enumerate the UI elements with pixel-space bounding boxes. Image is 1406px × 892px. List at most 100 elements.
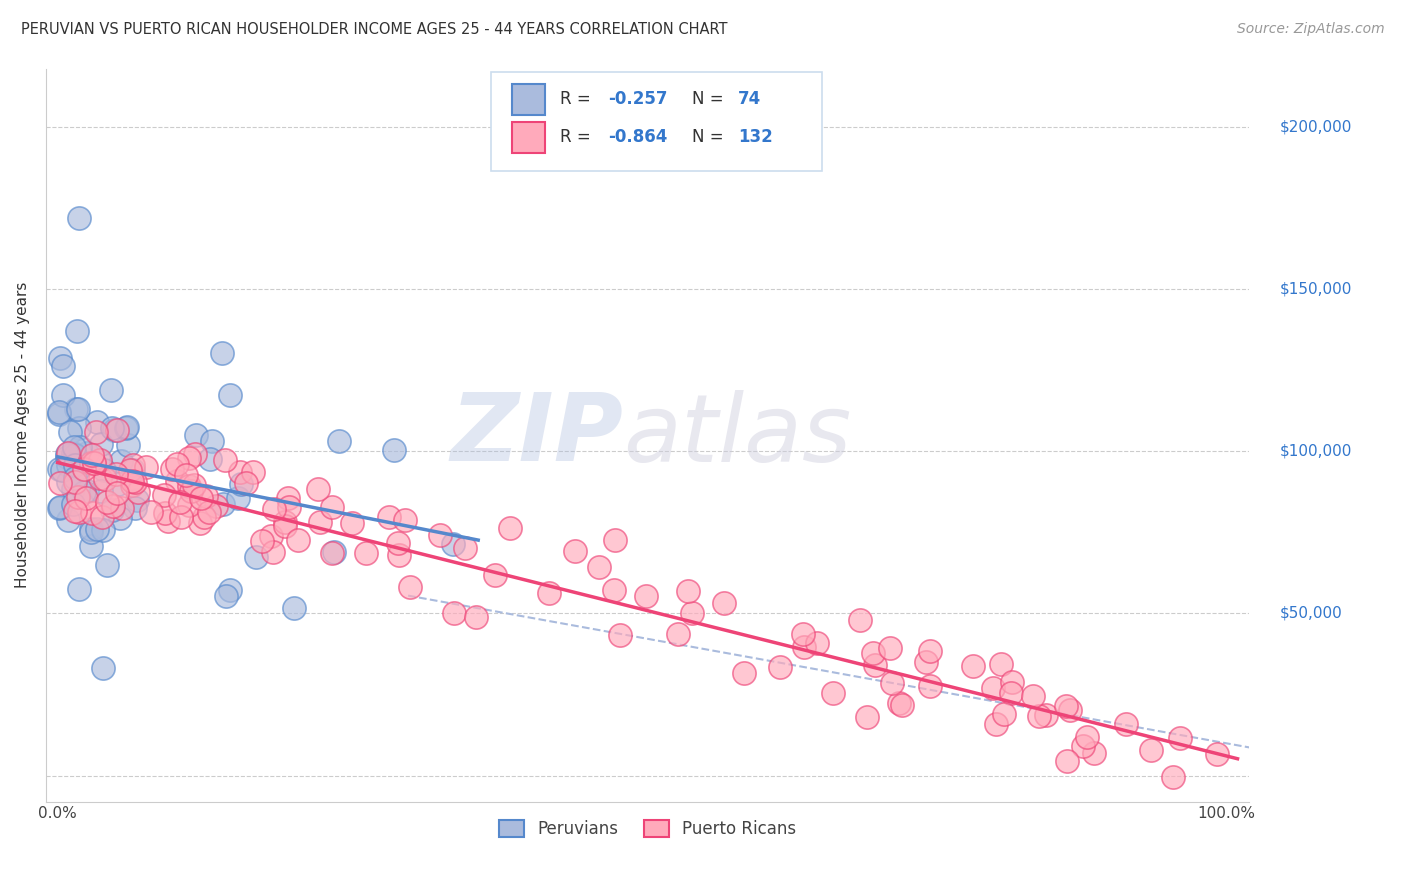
- Point: [328, 434, 350, 448]
- Point: [73, 485, 96, 500]
- Point: [1140, 742, 1163, 756]
- Point: [114, 420, 136, 434]
- Point: [79, 524, 101, 539]
- Point: [382, 443, 405, 458]
- Point: [1001, 674, 1024, 689]
- Point: [48, 461, 70, 475]
- Point: [76, 484, 98, 499]
- Point: [56, 458, 79, 472]
- Point: [121, 478, 143, 492]
- Point: [863, 658, 886, 673]
- Point: [96, 494, 118, 508]
- Point: [56, 446, 79, 460]
- Point: [1035, 707, 1057, 722]
- FancyBboxPatch shape: [491, 72, 823, 171]
- Point: [83, 456, 105, 470]
- Point: [1021, 689, 1043, 703]
- Point: [80, 540, 103, 554]
- Point: [90, 436, 112, 450]
- FancyBboxPatch shape: [512, 84, 546, 115]
- Point: [260, 529, 283, 543]
- Point: [91, 510, 114, 524]
- Point: [117, 438, 139, 452]
- Point: [52, 359, 75, 373]
- Point: [855, 710, 877, 724]
- Point: [67, 420, 90, 434]
- Point: [135, 460, 157, 475]
- Point: [962, 659, 984, 673]
- Point: [110, 454, 132, 468]
- Point: [984, 717, 1007, 731]
- Point: [235, 475, 257, 490]
- Point: [245, 550, 267, 565]
- Point: [399, 580, 422, 594]
- Point: [981, 681, 1004, 696]
- Point: [499, 521, 522, 535]
- Point: [862, 646, 884, 660]
- Point: [76, 446, 98, 460]
- Point: [166, 457, 188, 471]
- Point: [91, 523, 114, 537]
- Text: $100,000: $100,000: [1279, 443, 1351, 458]
- Point: [394, 513, 416, 527]
- Point: [193, 509, 215, 524]
- Point: [63, 471, 86, 485]
- Point: [464, 609, 486, 624]
- FancyBboxPatch shape: [512, 122, 546, 153]
- Point: [127, 485, 149, 500]
- Point: [676, 583, 699, 598]
- Text: N =: N =: [692, 128, 728, 146]
- Text: $50,000: $50,000: [1279, 606, 1343, 621]
- Point: [115, 419, 138, 434]
- Point: [713, 596, 735, 610]
- Point: [453, 541, 475, 555]
- Point: [84, 425, 107, 440]
- Point: [1028, 709, 1050, 723]
- Point: [342, 516, 364, 530]
- Point: [242, 465, 264, 479]
- Point: [179, 479, 201, 493]
- Point: [89, 453, 111, 467]
- Point: [231, 477, 253, 491]
- Point: [204, 499, 226, 513]
- Point: [169, 509, 191, 524]
- Point: [56, 475, 79, 489]
- Point: [69, 440, 91, 454]
- Point: [49, 475, 72, 490]
- Point: [124, 475, 146, 489]
- Point: [849, 613, 872, 627]
- Point: [484, 568, 506, 582]
- Point: [49, 500, 72, 514]
- Point: [80, 456, 103, 470]
- Point: [56, 450, 79, 464]
- Text: Source: ZipAtlas.com: Source: ZipAtlas.com: [1237, 22, 1385, 37]
- Point: [101, 502, 124, 516]
- Point: [56, 513, 79, 527]
- Point: [59, 425, 82, 439]
- Text: 74: 74: [738, 90, 761, 108]
- Point: [62, 446, 84, 460]
- Point: [63, 504, 86, 518]
- Point: [62, 497, 84, 511]
- Point: [111, 501, 134, 516]
- Point: [162, 461, 184, 475]
- Point: [65, 401, 87, 416]
- Text: -0.864: -0.864: [607, 128, 668, 146]
- Point: [277, 500, 299, 514]
- Point: [153, 506, 176, 520]
- Point: [91, 661, 114, 675]
- Point: [65, 458, 87, 473]
- Point: [211, 498, 233, 512]
- Text: atlas: atlas: [623, 390, 852, 481]
- Point: [733, 666, 755, 681]
- Point: [1206, 747, 1229, 761]
- Point: [63, 448, 86, 462]
- Point: [139, 505, 162, 519]
- Point: [605, 533, 627, 547]
- Point: [66, 401, 89, 416]
- Point: [262, 545, 284, 559]
- Point: [51, 463, 73, 477]
- Point: [49, 351, 72, 365]
- Point: [122, 458, 145, 473]
- Text: -0.257: -0.257: [607, 90, 668, 108]
